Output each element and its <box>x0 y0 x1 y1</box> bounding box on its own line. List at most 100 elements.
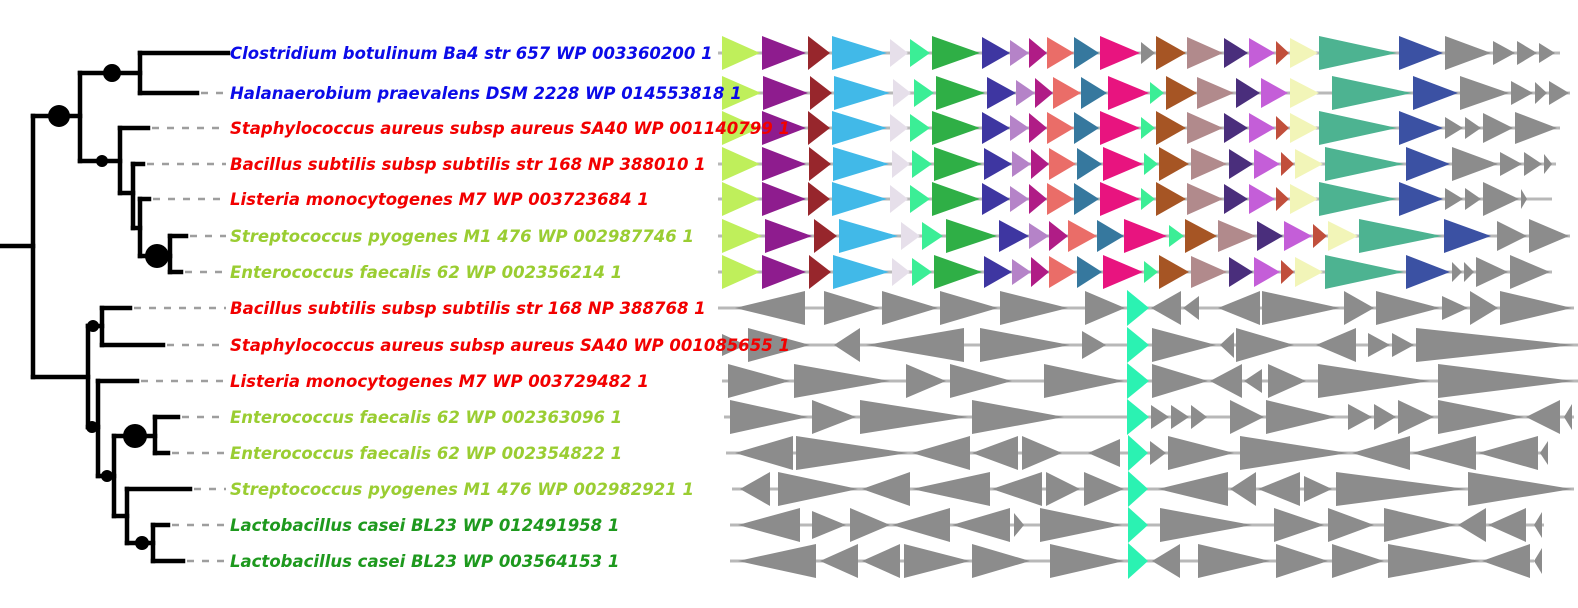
gene-arrow <box>1081 77 1107 109</box>
gene-arrow <box>763 76 808 110</box>
gene-arrow <box>1144 153 1158 175</box>
gene-arrow <box>1047 183 1074 215</box>
taxon-label: Bacillus subtilis subsp subtilis str 168… <box>230 299 706 318</box>
gene-arrow <box>1399 36 1443 70</box>
gene-arrow <box>1399 182 1443 216</box>
gene-arrow <box>1295 257 1323 287</box>
gene-arrow <box>1014 513 1024 537</box>
gene-arrow <box>1074 183 1099 215</box>
gene-arrow <box>1085 291 1125 325</box>
gene-arrow <box>722 255 760 289</box>
gene-arrow <box>1276 41 1289 65</box>
taxon-label: Staphylococcus aureus subsp aureus SA40 … <box>230 336 790 355</box>
gene-arrow <box>1254 257 1280 287</box>
gene-arrow <box>882 291 938 325</box>
gene-arrow <box>860 400 968 434</box>
gene-arrow <box>1230 400 1264 434</box>
gene-arrow <box>796 436 908 470</box>
gene-arrow <box>1082 331 1106 359</box>
gene-arrow <box>722 36 760 70</box>
gene-arrow <box>1040 508 1122 542</box>
gene-arrow <box>1152 328 1216 362</box>
taxon-label: Halanaerobium praevalens DSM 2228 WP 014… <box>230 84 742 103</box>
gene-arrow <box>1399 111 1443 145</box>
tree-support-node <box>48 105 70 127</box>
gene-arrow <box>1224 113 1248 143</box>
gene-arrow <box>932 36 980 70</box>
gene-arrow <box>1319 36 1397 70</box>
gene-arrow <box>914 79 934 107</box>
gene-arrow <box>1029 184 1047 214</box>
gene-arrow <box>1284 221 1312 251</box>
gene-arrow <box>1049 256 1076 288</box>
gene-arrow <box>1224 184 1248 214</box>
taxon-label: Lactobacillus casei BL23 WP 003564153 1 <box>230 552 619 571</box>
tree-support-node <box>103 64 121 82</box>
gene-arrow <box>1156 36 1186 70</box>
gene-arrow <box>1515 112 1557 144</box>
gene-arrow <box>1500 291 1572 325</box>
gene-arrow <box>1442 296 1468 320</box>
gene-arrow <box>810 76 832 110</box>
gene-arrow <box>1344 291 1374 325</box>
gene-arrow <box>722 147 760 181</box>
gene-arrow <box>1500 152 1522 176</box>
gene-arrow <box>1152 544 1180 578</box>
taxon-label: Enterococcus faecalis 62 WP 002363096 1 <box>230 408 622 427</box>
gene-arrow <box>1088 439 1120 467</box>
gene-arrow <box>1452 147 1498 181</box>
gene-arrow <box>1313 224 1327 248</box>
gene-arrow <box>932 182 980 216</box>
gene-arrow <box>1103 147 1143 181</box>
gene-arrow <box>1074 112 1099 144</box>
gene-arrow <box>1517 41 1537 65</box>
gene-arrow <box>812 400 856 434</box>
gene-arrow <box>1236 328 1294 362</box>
gene-arrow <box>1183 296 1199 320</box>
gene-arrow <box>1244 369 1262 393</box>
gene-arrow <box>980 328 1070 362</box>
gene-arrow <box>1016 80 1035 106</box>
gene-arrow <box>812 511 846 539</box>
gene-arrow <box>1274 508 1324 542</box>
gene-arrow <box>1524 152 1542 176</box>
gene-arrow <box>1046 472 1080 506</box>
gene-arrow <box>892 150 910 178</box>
gene-arrow <box>912 436 970 470</box>
gene-arrow-conserved-anchor <box>1127 363 1149 399</box>
gene-arrow <box>982 112 1010 144</box>
gene-arrow <box>1108 76 1149 110</box>
gene-arrow <box>912 472 990 506</box>
gene-arrow <box>1388 544 1480 578</box>
gene-arrow <box>1141 117 1155 139</box>
gene-arrow <box>832 182 887 216</box>
gene-arrow <box>1304 476 1332 502</box>
gene-arrow <box>1316 328 1356 362</box>
gene-arrow <box>992 472 1042 506</box>
gene-arrow <box>794 364 890 398</box>
gene-arrow <box>972 436 1018 470</box>
gene-arrow <box>1376 291 1440 325</box>
gene-arrow <box>893 79 911 107</box>
gene-arrow <box>765 219 812 253</box>
gene-arrow <box>1029 113 1047 143</box>
gene-arrow <box>987 77 1016 109</box>
gene-arrow <box>1468 472 1572 506</box>
gene-arrow <box>722 219 762 253</box>
gene-arrow <box>866 328 964 362</box>
gene-arrow <box>1230 472 1256 506</box>
gene-arrow <box>1262 291 1340 325</box>
gene-arrow <box>1191 256 1227 288</box>
gene-arrow <box>1249 38 1275 68</box>
gene-arrow <box>910 39 930 67</box>
gene-arrow <box>778 472 858 506</box>
gene-arrow <box>1077 148 1102 180</box>
gene-arrow <box>722 76 761 110</box>
gene-arrow <box>890 39 908 67</box>
gene-arrow <box>1084 472 1124 506</box>
gene-arrow <box>735 436 793 470</box>
gene-arrow <box>1328 221 1358 251</box>
gene-arrow <box>1465 117 1481 139</box>
gene-arrow <box>1049 221 1068 251</box>
gene-arrow <box>1077 256 1102 288</box>
